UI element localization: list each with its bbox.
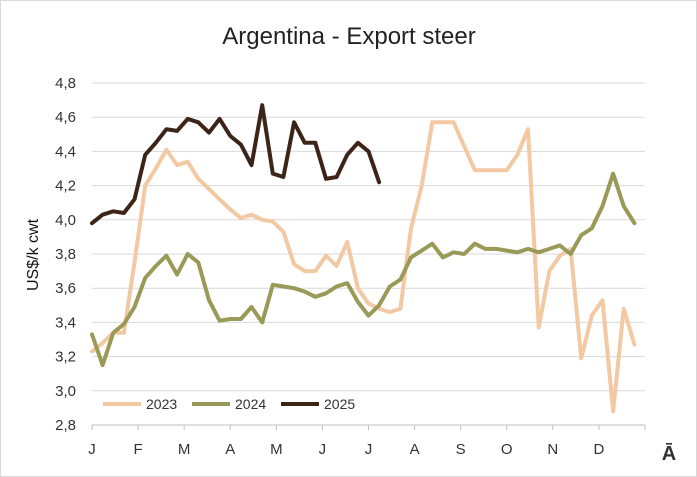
- x-tick-label: F: [133, 441, 142, 458]
- y-tick-label: 2,8: [55, 417, 76, 434]
- y-tick-label: 4,8: [55, 75, 76, 92]
- series-line-2024: [90, 171, 637, 368]
- y-tick-label: 4,4: [55, 143, 76, 160]
- y-tick-label: 3,8: [55, 246, 76, 263]
- x-tick-label: A: [410, 441, 420, 458]
- y-tick-label: 3,2: [55, 349, 76, 366]
- y-tick-label: 3,0: [55, 383, 76, 400]
- y-tick-label: 4,0: [55, 212, 76, 229]
- y-tick-label: 3,4: [55, 314, 76, 331]
- x-tick-label: A: [225, 441, 235, 458]
- x-tick-label: J: [365, 441, 373, 458]
- x-tick-label: O: [501, 441, 513, 458]
- y-tick-label: 3,6: [55, 280, 76, 297]
- series-line-2025: [90, 103, 382, 226]
- x-tick-label: D: [593, 441, 604, 458]
- legend: 2023 2024 2025: [103, 396, 355, 412]
- y-tick-label: 4,6: [55, 109, 76, 126]
- corner-mark: Ā: [662, 443, 676, 465]
- legend-label: 2024: [235, 396, 266, 412]
- series-line-2023: [90, 120, 637, 414]
- x-tick-label: S: [456, 441, 466, 458]
- x-tick-label: M: [178, 441, 191, 458]
- legend-label: 2023: [146, 396, 177, 412]
- x-tick-label: J: [88, 441, 96, 458]
- legend-label: 2025: [324, 396, 355, 412]
- x-tick-label: M: [270, 441, 283, 458]
- y-axis-label: US$/k cwt: [25, 218, 42, 291]
- x-axis: [91, 424, 646, 430]
- x-tick-label: J: [319, 441, 327, 458]
- y-tick-label: 4,2: [55, 178, 76, 195]
- chart-title: Argentina - Export steer: [222, 23, 475, 50]
- series-lines: [90, 103, 637, 414]
- y-axis-tick-labels: 2,8 3,0 3,2 3,4 3,6 3,8 4,0 4,2 4,4 4,6 4,8: [55, 75, 76, 434]
- x-tick-label: N: [547, 441, 558, 458]
